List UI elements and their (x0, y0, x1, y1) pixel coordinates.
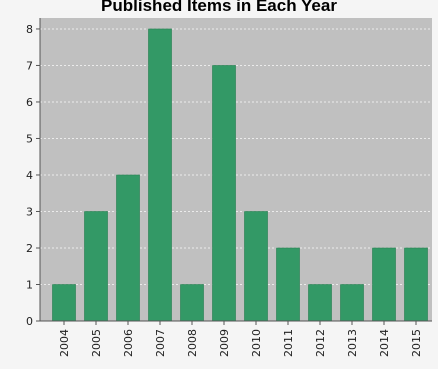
bars (52, 28, 428, 322)
x-tick-labels: 2004 2005 2006 2007 2008 2009 2010 2011 2012 2013… (58, 329, 423, 357)
x-tick-label-2007: 2007 (154, 329, 167, 357)
bar-2011 (276, 247, 300, 322)
x-tick-label-2013: 2013 (346, 329, 359, 357)
x-tick-label-2006: 2006 (122, 329, 135, 357)
bar-2010 (244, 211, 268, 322)
x-tick-label-2009: 2009 (218, 329, 231, 357)
y-tick-label-6: 6 (26, 96, 33, 109)
y-tick-label-7: 7 (26, 59, 33, 72)
bar-2009 (212, 65, 236, 322)
bar-2012 (308, 284, 332, 322)
bar-2004 (52, 284, 76, 322)
y-tick-label-8: 8 (26, 23, 33, 36)
y-tick-label-1: 1 (26, 278, 33, 291)
bar-2014 (372, 247, 396, 322)
bar-2007 (148, 28, 172, 322)
y-tick-label-0: 0 (26, 315, 33, 328)
y-tick-labels: 0 1 2 3 4 5 6 7 8 (26, 23, 33, 328)
y-tick-label-5: 5 (26, 132, 33, 145)
bar-2008 (180, 284, 204, 322)
x-tick-label-2014: 2014 (378, 329, 391, 357)
y-tick-label-2: 2 (26, 242, 33, 255)
x-tick-label-2010: 2010 (250, 329, 263, 357)
x-tick-label-2011: 2011 (282, 329, 295, 357)
x-tick-label-2008: 2008 (186, 329, 199, 357)
y-tick-label-3: 3 (26, 205, 33, 218)
bar-2015 (404, 247, 428, 322)
x-tick-label-2012: 2012 (314, 329, 327, 357)
x-tick-label-2004: 2004 (58, 329, 71, 357)
axes (36, 18, 432, 325)
chart-title: Published Items in Each Year (101, 0, 337, 15)
bar-2006 (116, 174, 140, 322)
x-tick-label-2015: 2015 (410, 329, 423, 357)
x-tick-label-2005: 2005 (90, 329, 103, 357)
y-tick-label-4: 4 (26, 169, 33, 182)
bar-2013 (340, 284, 364, 322)
bar-2005 (84, 211, 108, 322)
